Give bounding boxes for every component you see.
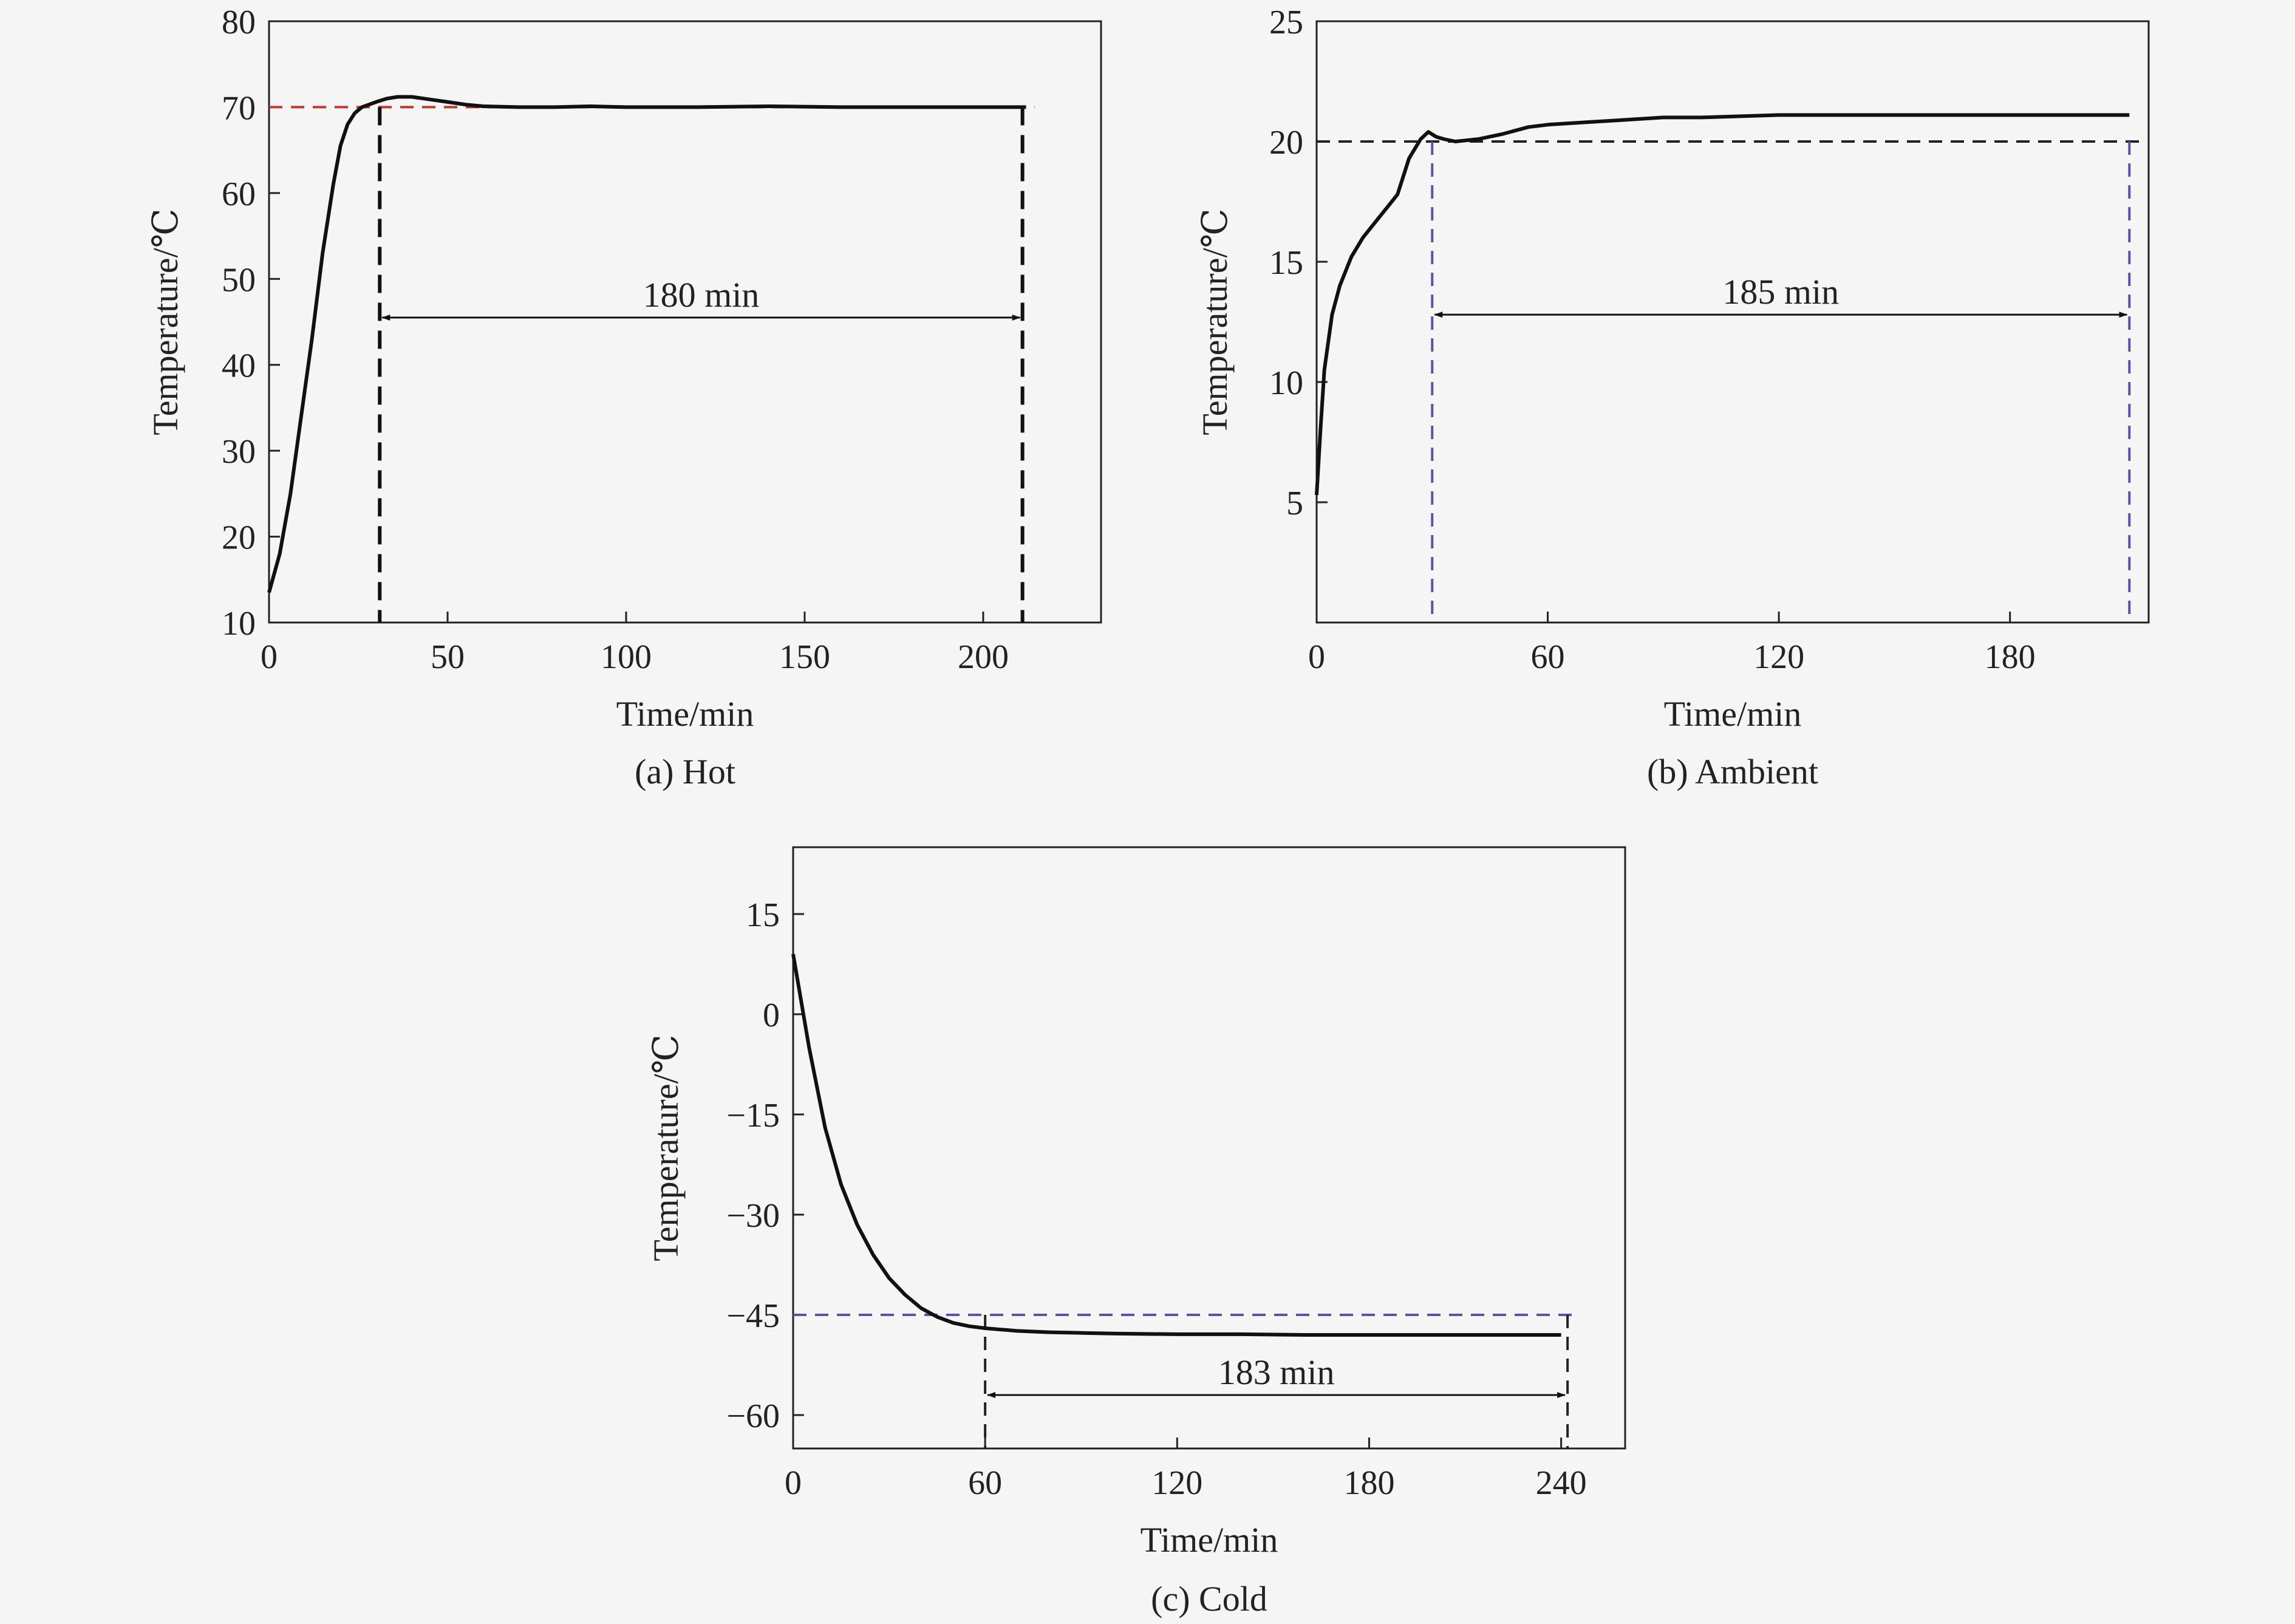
y-tick-label: 50	[222, 261, 256, 299]
x-tick-label: 120	[1753, 638, 1804, 676]
x-tick-label: 180	[1343, 1464, 1394, 1502]
y-tick-label: 30	[222, 433, 256, 471]
plot-frame-ambient	[1315, 20, 2150, 624]
duration-label: 183 min	[1218, 1353, 1335, 1392]
y-tick-label: 60	[222, 176, 256, 213]
y-tick-label: 70	[222, 89, 256, 127]
x-tick-label: 180	[1985, 638, 2036, 676]
y-axis-label-cold: Temperature/℃	[646, 1034, 686, 1261]
x-axis-label-ambient: Time/min	[1664, 694, 1802, 734]
y-tick-label: 20	[1269, 124, 1303, 162]
x-tick-label: 0	[1308, 638, 1325, 676]
x-tick-label: 240	[1536, 1464, 1587, 1502]
x-tick-label: 50	[431, 638, 465, 676]
x-tick-label: 150	[779, 638, 830, 676]
x-axis-label-hot: Time/min	[616, 694, 754, 734]
marks-ambient: 185 min	[1315, 113, 2142, 623]
temperature-series-line	[1315, 113, 2130, 496]
y-tick-label: −15	[726, 1097, 780, 1134]
x-tick-label: 120	[1151, 1464, 1202, 1502]
x-tick-label: 100	[601, 638, 652, 676]
y-tick-label: 80	[222, 4, 256, 41]
marks-hot: 180 min	[267, 95, 1035, 623]
y-tick-label: −30	[726, 1197, 780, 1235]
y-tick-label: −45	[726, 1297, 780, 1335]
y-tick-label: 10	[1269, 364, 1303, 402]
plot-frame-hot	[268, 20, 1102, 624]
y-tick-label: 10	[222, 605, 256, 643]
panel-ambient: 0 60 120 180 5 10 15 20 25 185 min Time/min Temp…	[1195, 4, 2150, 791]
temperature-series-line	[791, 954, 1561, 1337]
x-tick-label: 0	[785, 1464, 802, 1502]
x-tick-label: 60	[968, 1464, 1002, 1502]
y-tick-label: 0	[763, 997, 780, 1034]
caption-ambient: (b) Ambient	[1647, 752, 1818, 791]
y-tick-label: 25	[1269, 4, 1303, 41]
plot-frame-cold	[792, 846, 1626, 1450]
duration-label: 180 min	[643, 275, 760, 315]
y-tick-label: 15	[746, 896, 780, 934]
x-tick-label: 0	[261, 638, 278, 676]
x-tick-label: 60	[1531, 638, 1565, 676]
duration-label: 185 min	[1722, 272, 1839, 312]
ticks-ambient: 0 60 120 180 5 10 15 20 25	[1269, 4, 2036, 676]
y-tick-label: −60	[726, 1397, 780, 1435]
ticks-cold: 0 60 120 180 240 −60 −45 −30 −15 0 15	[726, 896, 1586, 1502]
y-tick-label: 5	[1286, 485, 1303, 522]
temperature-series-line	[267, 95, 1026, 593]
x-axis-label-cold: Time/min	[1141, 1520, 1278, 1560]
x-tick-label: 200	[958, 638, 1009, 676]
panel-cold: 0 60 120 180 240 −60 −45 −30 −15 0 15 183 min Time…	[646, 846, 1626, 1619]
y-tick-label: 40	[222, 347, 256, 385]
ticks-hot: 0 50 100 150 200 10 20 30 40 50 60 70 80	[222, 4, 1009, 676]
caption-hot: (a) Hot	[635, 752, 735, 791]
panel-hot: 0 50 100 150 200 10 20 30 40 50 60 70 80 180 min Tim…	[146, 4, 1102, 791]
caption-cold: (c) Cold	[1151, 1579, 1267, 1619]
y-axis-label-ambient: Temperature/℃	[1195, 208, 1235, 435]
y-axis-label-hot: Temperature/℃	[146, 208, 185, 435]
y-tick-label: 20	[222, 519, 256, 557]
marks-cold: 183 min	[791, 954, 1580, 1448]
y-tick-label: 15	[1269, 244, 1303, 282]
